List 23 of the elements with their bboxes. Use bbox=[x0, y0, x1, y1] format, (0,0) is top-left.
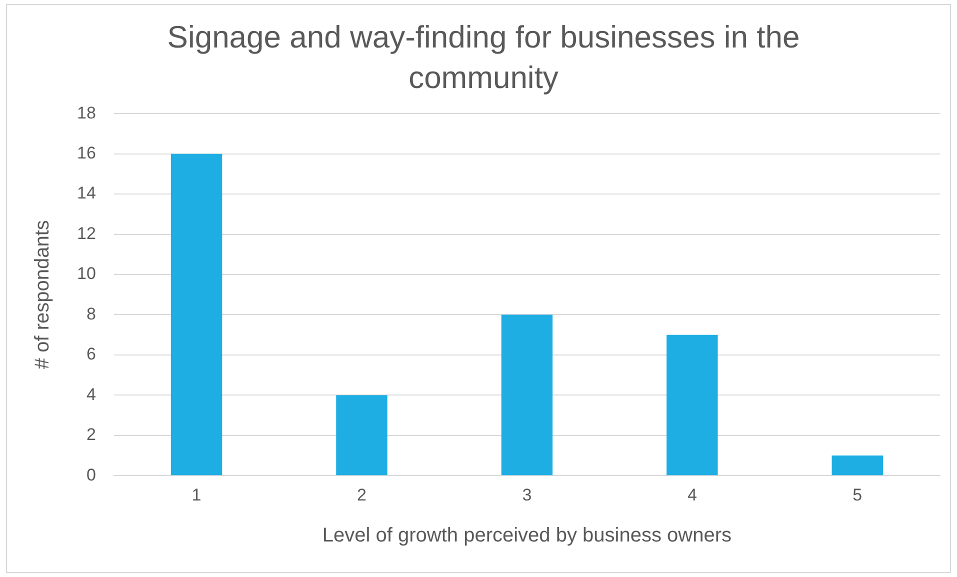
y-tick-label: 16 bbox=[76, 144, 96, 163]
bar bbox=[832, 455, 883, 476]
y-tick-label: 4 bbox=[86, 384, 96, 404]
y-tick-label: 8 bbox=[86, 304, 96, 324]
y-tick-label: 0 bbox=[86, 465, 96, 484]
chart-title: Signage and way-finding for businesses in the community bbox=[167, 20, 800, 95]
bar bbox=[501, 314, 553, 476]
bar bbox=[336, 395, 388, 476]
y-tick-label: 6 bbox=[86, 344, 96, 364]
y-tick-label: 2 bbox=[86, 425, 96, 444]
x-tick-label: 3 bbox=[522, 485, 532, 504]
x-tick-label: 5 bbox=[852, 485, 862, 504]
y-tick-label: 14 bbox=[76, 184, 96, 203]
x-axis-title: Level of growth perceived by business owners bbox=[322, 524, 732, 547]
bar bbox=[666, 334, 718, 476]
bar bbox=[170, 154, 222, 476]
y-tick-label: 10 bbox=[76, 264, 96, 284]
y-tick-label: 12 bbox=[76, 224, 96, 243]
x-tick-label: 2 bbox=[357, 485, 366, 504]
x-tick-label: 1 bbox=[192, 485, 202, 504]
x-tick-label: 4 bbox=[687, 485, 697, 504]
y-axis-title: # of respondants bbox=[32, 220, 54, 370]
y-tick-label: 18 bbox=[76, 103, 96, 122]
